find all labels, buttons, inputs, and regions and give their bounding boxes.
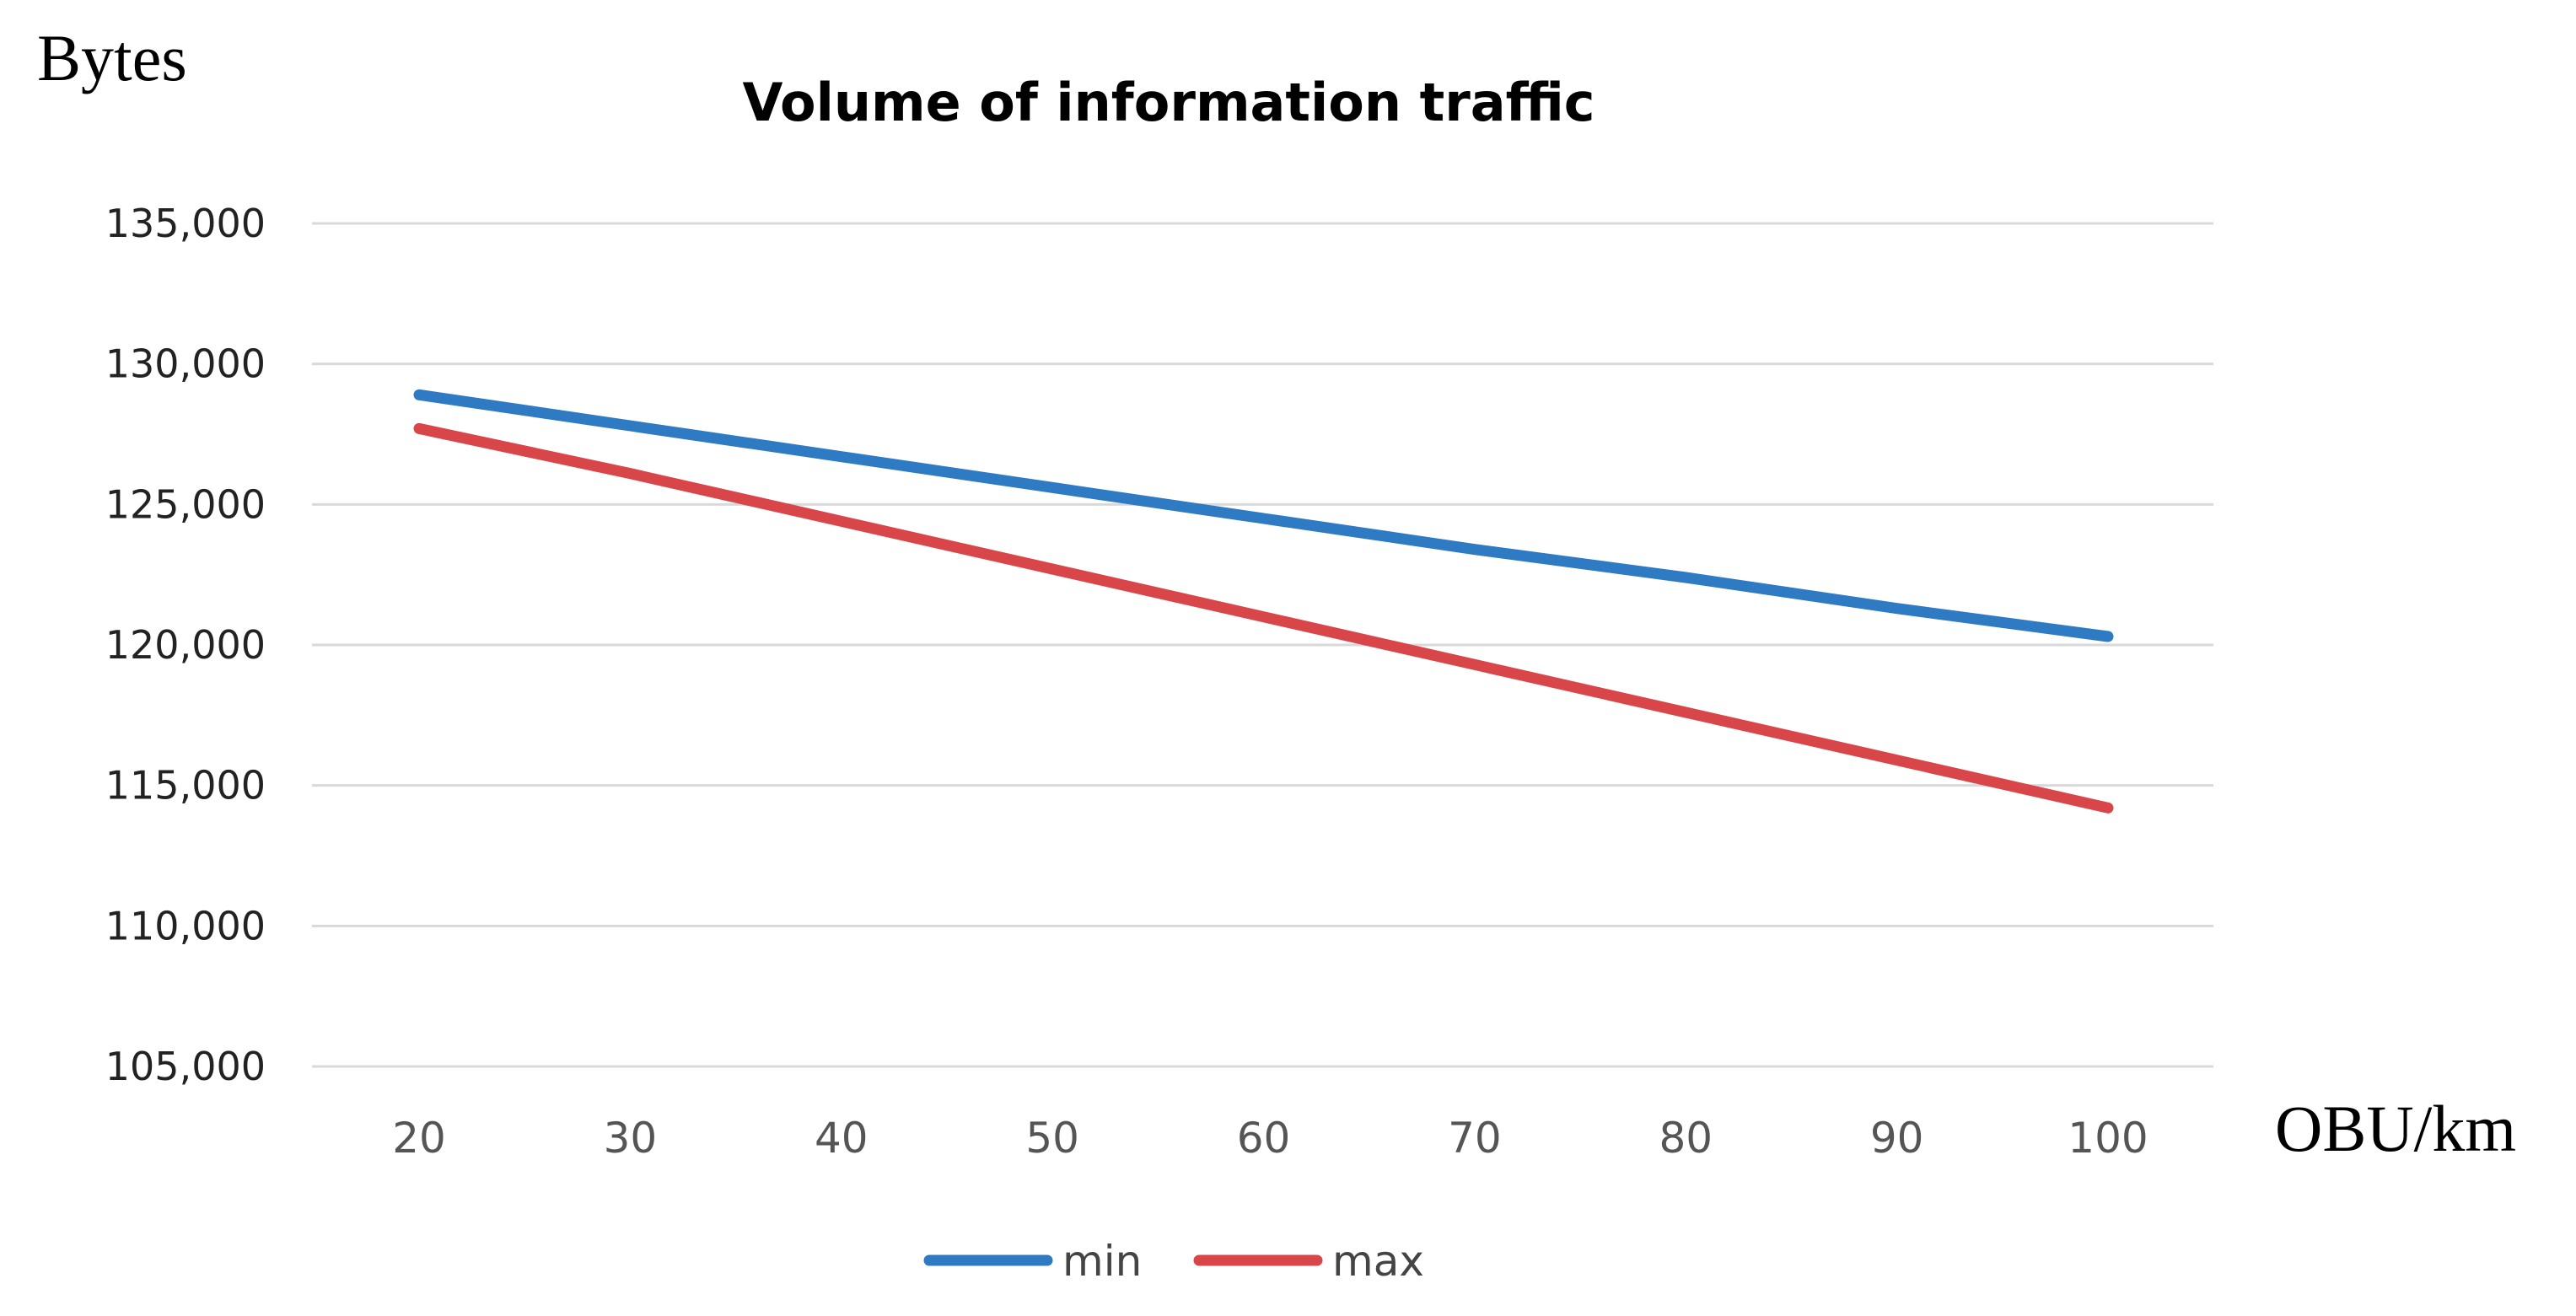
y-tick-label: 125,000: [105, 481, 266, 527]
x-tick-label: 70: [1448, 1114, 1502, 1163]
x-tick-label: 50: [1025, 1114, 1079, 1163]
legend-label-min: min: [1062, 1237, 1142, 1286]
y-tick-label: 115,000: [105, 763, 266, 808]
gridlines: [312, 222, 2213, 1068]
x-tick-label: 40: [815, 1114, 869, 1163]
legend-label-max: max: [1332, 1237, 1424, 1286]
x-axis-label: OBU/km: [2275, 1092, 2516, 1165]
legend: min max: [923, 1237, 1424, 1286]
x-tick-labels: 20 30 40 50 60 70 80 90 100: [392, 1114, 2148, 1163]
y-tick-labels: 105,000 110,000 115,000 120,000 125,000 130,0…: [105, 201, 266, 1089]
chart-title: Volume of information traffic: [742, 72, 1595, 133]
x-tick-label: 80: [1659, 1114, 1713, 1163]
y-tick-label: 135,000: [105, 201, 266, 246]
x-tick-label: 30: [604, 1114, 658, 1163]
series-lines: [413, 389, 2114, 814]
x-tick-label: 20: [392, 1114, 446, 1163]
series-line-min: [413, 389, 2114, 642]
y-axis-label: Bytes: [37, 21, 187, 94]
y-tick-label: 130,000: [105, 341, 266, 387]
series-line-max: [413, 422, 2114, 814]
y-tick-label: 120,000: [105, 622, 266, 668]
x-tick-label: 60: [1237, 1114, 1291, 1163]
x-tick-label: 90: [1870, 1114, 1924, 1163]
y-tick-label: 105,000: [105, 1044, 266, 1089]
x-tick-label: 100: [2068, 1114, 2148, 1163]
y-tick-label: 110,000: [105, 903, 266, 948]
